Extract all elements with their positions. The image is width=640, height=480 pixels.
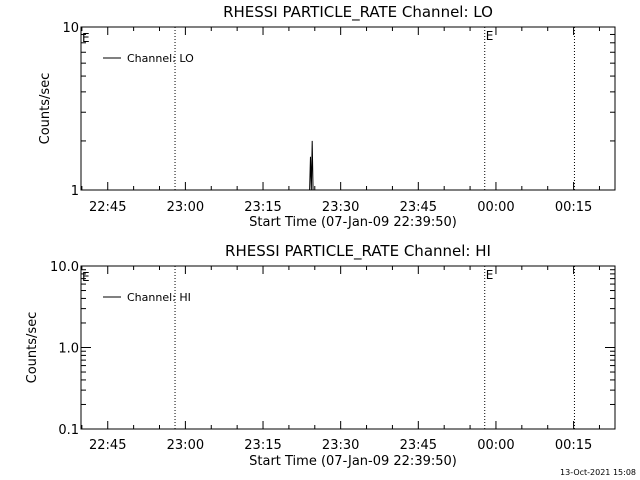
y-tick-label: 10 [62,21,79,36]
legend-label: Channel: LO [127,52,194,65]
y-tick-label: 1 [71,184,79,199]
y-tick-label: 1.0 [58,342,79,357]
x-tick-label: 00:00 [477,200,514,215]
y-tick-label: 0.1 [58,423,79,438]
x-tick-label: 23:45 [400,200,437,215]
y-axis-label: Counts/sec [25,312,40,384]
x-axis-label: Start Time (07-Jan-09 22:39:50) [249,454,457,469]
x-tick-label: 00:00 [477,438,514,453]
chart-panel-2: RHESSI PARTICLE_RATE Channel: HI 0.1 1.0 10… [25,242,616,469]
event-line-label: E [486,29,494,43]
event-line-label: E [486,268,494,282]
x-tick-label: 23:15 [244,438,281,453]
chart-panel-1: RHESSI PARTICLE_RATE Channel: LO 1 10 Count… [38,3,616,230]
x-tick-label: 22:45 [89,200,126,215]
x-tick-label: 22:45 [89,438,126,453]
y-tick-label: 10.0 [50,260,79,275]
x-axis-label: Start Time (07-Jan-09 22:39:50) [249,215,457,230]
x-tick-label: 23:30 [322,438,359,453]
chart-title: RHESSI PARTICLE_RATE Channel: LO [223,3,493,22]
x-tick-label: 23:45 [400,438,437,453]
charts-group: RHESSI PARTICLE_RATE Channel: LO 1 10 Count… [25,3,616,469]
x-tick-label: 23:30 [322,200,359,215]
series-line [309,140,314,191]
legend-label: Channel: HI [127,291,191,304]
left-edge-marker: E [82,270,90,284]
x-tick-label: 23:00 [167,200,204,215]
y-axis-label: Counts/sec [38,73,53,145]
plot-frame [80,26,616,191]
x-tick-label: 00:15 [555,200,592,215]
chart-title: RHESSI PARTICLE_RATE Channel: HI [225,242,491,261]
x-tick-label: 00:15 [555,438,592,453]
x-tick-label: 23:15 [244,200,281,215]
timestamp: 13-Oct-2021 15:08 [560,468,636,477]
left-edge-marker: E [82,31,90,45]
x-tick-label: 23:00 [167,438,204,453]
